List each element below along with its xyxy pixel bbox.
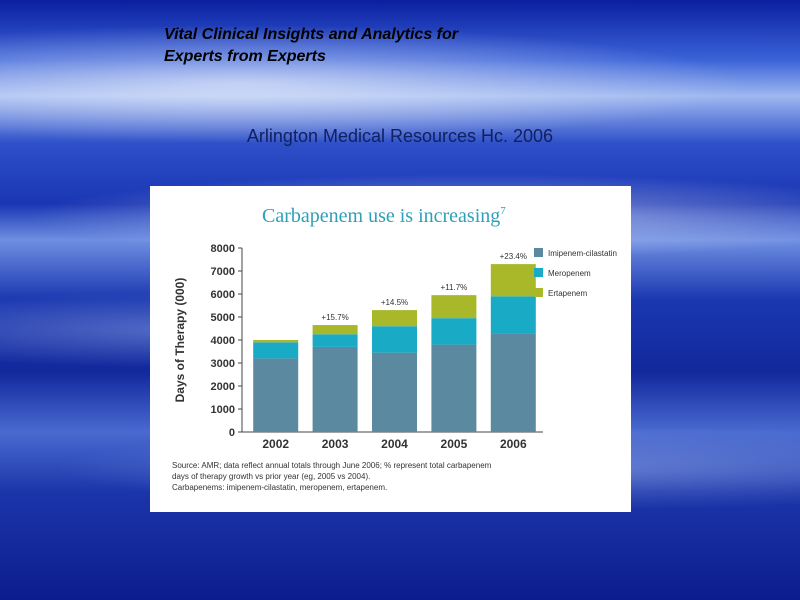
source-line-3: Carbapenems: imipenem-cilastatin, merope…	[172, 483, 388, 492]
bar-segment	[431, 344, 477, 432]
source-line-1: Source: AMR; data reflect annual totals …	[172, 461, 492, 470]
bar-segment	[253, 358, 299, 432]
y-axis-label: Days of Therapy (000)	[173, 278, 187, 403]
bar-segment	[490, 333, 536, 432]
y-tick-label: 0	[229, 427, 235, 439]
legend-swatch	[534, 248, 543, 257]
legend-label: Imipenem-cilastatin	[548, 249, 617, 258]
bars: 2002 +15.7% 2003 +14.5% 2004 +11.7% 2005 +23.4%…	[253, 252, 536, 451]
bar-segment	[312, 346, 358, 432]
bar-segment	[372, 352, 417, 432]
legend-swatch	[534, 268, 543, 277]
header-line-1: Vital Clinical Insights and Analytics fo…	[164, 26, 458, 43]
slide-subtitle: Arlington Medical Resources Hc. 2006	[246, 126, 554, 146]
legend-swatch	[534, 288, 543, 297]
chart-title: Carbapenem use is increasing7	[262, 205, 506, 227]
bar-segment	[312, 325, 358, 335]
chart-title-superscript: 7	[500, 205, 506, 217]
header-line-2: Experts from Experts	[164, 48, 326, 65]
x-tick-label: 2005	[441, 437, 468, 451]
y-tick-label: 5000	[211, 312, 235, 324]
y-tick-label: 4000	[211, 335, 235, 347]
bar-segment	[490, 296, 536, 334]
bar-segment	[431, 295, 477, 319]
x-tick-label: 2006	[500, 437, 527, 451]
y-axis: 0 1000 2000 3000 4000 5000 6000 7000 8000 Days of…	[173, 243, 543, 439]
y-tick-label: 1000	[211, 404, 235, 416]
legend-label: Meropenem	[548, 269, 591, 278]
y-tick-label: 6000	[211, 289, 235, 301]
x-tick-label: 2004	[381, 437, 408, 451]
growth-label: +11.7%	[441, 283, 468, 292]
x-tick-label: 2003	[322, 437, 349, 451]
y-tick-label: 8000	[211, 243, 235, 255]
header-tagline: Vital Clinical Insights and Analytics fo…	[164, 24, 524, 68]
y-tick-label: 7000	[211, 266, 235, 278]
x-tick-label: 2002	[262, 437, 289, 451]
growth-label: +23.4%	[500, 252, 527, 261]
bar-segment	[372, 326, 417, 353]
y-tick-label: 2000	[211, 381, 235, 393]
bar-segment	[431, 318, 477, 345]
bar-segment	[372, 310, 417, 327]
legend-label: Ertapenem	[548, 289, 587, 298]
source-note: Source: AMR; data reflect annual totals …	[172, 460, 532, 493]
growth-label: +14.5%	[381, 298, 408, 307]
growth-label: +15.7%	[321, 313, 348, 322]
bar-segment	[312, 334, 358, 347]
chart-card: Carbapenem use is increasing7 0 1000 2000 3…	[150, 186, 631, 512]
bar-segment	[253, 340, 299, 343]
carbapenem-chart: Carbapenem use is increasing7 0 1000 2000 3…	[173, 205, 617, 451]
bar-segment	[253, 342, 299, 359]
source-line-2: days of therapy growth vs prior year (eg…	[172, 472, 371, 481]
bar-segment	[490, 264, 536, 297]
y-tick-label: 3000	[211, 358, 235, 370]
legend: Imipenem-cilastatin Meropenem Ertapenem	[534, 248, 617, 298]
